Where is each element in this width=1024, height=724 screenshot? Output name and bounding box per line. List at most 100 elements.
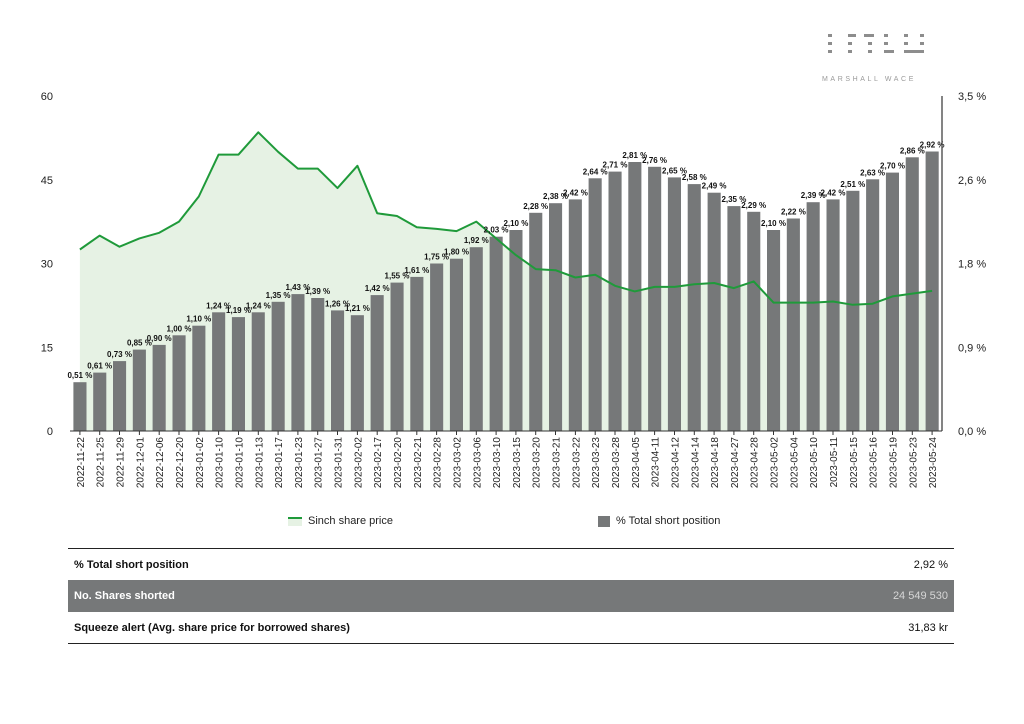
bar-value-label: 2,51 % <box>840 180 865 189</box>
summary-value: 24 549 530 <box>892 590 948 602</box>
right-axis-tick-label: 1,8 % <box>958 259 986 271</box>
bar-value-label: 2,76 % <box>642 156 667 165</box>
bar <box>747 211 761 431</box>
bar-value-label: 1,10 % <box>186 315 211 324</box>
bar-value-label: 2,35 % <box>721 195 746 204</box>
left-axis-tick-label: 60 <box>41 91 53 103</box>
bar <box>152 344 166 431</box>
bar <box>113 361 127 431</box>
bar <box>192 325 206 431</box>
bar-value-label: 1,00 % <box>167 324 192 333</box>
bar-value-label: 2,10 % <box>503 219 528 228</box>
axes-layer: 0 15 30 45 60 0,0 % 0,9 % 1,8 % 2,6 % 3,5 % 2022-1… <box>41 91 987 488</box>
summary-label: Squeeze alert (Avg. share price for borr… <box>74 621 350 634</box>
bar-value-label: 2,42 % <box>563 188 588 197</box>
bar-value-label: 2,65 % <box>662 166 687 175</box>
bar-value-label: 2,03 % <box>484 226 509 235</box>
left-axis-tick-label: 0 <box>47 426 53 438</box>
bar-value-label: 2,81 % <box>622 151 647 160</box>
legend-label-share-price: Sinch share price <box>308 515 393 527</box>
right-axis-tick-label: 0,9 % <box>958 342 986 354</box>
x-axis-tick-label: 2023-05-19 <box>889 437 900 489</box>
bar-value-label: 1,39 % <box>305 287 330 296</box>
x-axis-tick-label: 2023-05-23 <box>908 437 919 489</box>
bar-value-label: 1,21 % <box>345 304 370 313</box>
x-axis-tick-label: 2023-03-21 <box>552 437 563 489</box>
bar-value-label: 1,19 % <box>226 306 251 315</box>
bar-value-label: 2,29 % <box>741 201 766 210</box>
bar-value-label: 2,10 % <box>761 219 786 228</box>
x-axis-tick-label: 2023-03-28 <box>611 437 622 489</box>
bar <box>172 335 186 431</box>
bar-value-label: 1,75 % <box>424 253 449 262</box>
bar-label-layer: 0,51 %0,61 % 0,73 % 0,85 %0,90 %1,00 %1,10… <box>67 141 944 381</box>
bar <box>866 179 880 431</box>
legend-label-short-position: % Total short position <box>616 515 721 527</box>
x-axis-tick-label: 2023-05-02 <box>770 437 781 489</box>
legend-item-short-position: % Total short position <box>598 515 720 527</box>
x-axis-tick-label: 2023-01-27 <box>314 437 325 489</box>
x-axis-tick-label: 2023-05-16 <box>869 437 880 489</box>
summary-row-shares-shorted: No. Shares shorted 24 549 530 <box>68 580 954 612</box>
bar <box>549 203 563 431</box>
bar <box>846 190 860 431</box>
bar-value-label: 0,51 % <box>67 371 92 380</box>
bar-value-label: 1,43 % <box>285 283 310 292</box>
bar-value-label: 2,58 % <box>682 173 707 182</box>
bar-value-label: 2,71 % <box>603 161 628 170</box>
x-axis-tick-label: 2023-04-28 <box>750 437 761 489</box>
bar-value-label: 2,39 % <box>801 191 826 200</box>
bar <box>212 312 226 431</box>
bar <box>509 230 523 431</box>
summary-label: No. Shares shorted <box>74 590 175 602</box>
summary-label: % Total short position <box>74 558 189 571</box>
left-axis-tick-label: 15 <box>41 342 53 354</box>
x-axis-tick-label: 2023-02-02 <box>353 437 364 489</box>
legend-swatch-bar <box>598 515 610 527</box>
summary-value: 31,83 kr <box>908 621 948 634</box>
summary-value: 2,92 % <box>913 558 948 571</box>
bar <box>132 349 146 431</box>
summary-table: % Total short position 2,92 % No. Shares… <box>68 548 954 644</box>
bar-value-label: 1,24 % <box>246 301 271 310</box>
x-axis-tick-label: 2023-05-04 <box>789 437 800 489</box>
bar <box>469 247 483 431</box>
bar <box>529 212 543 431</box>
legend-swatch-line <box>288 516 302 526</box>
bar <box>271 301 285 431</box>
bar <box>707 192 721 431</box>
bar-value-label: 1,35 % <box>266 291 291 300</box>
legend-item-share-price: Sinch share price <box>288 515 393 527</box>
bar <box>767 230 781 431</box>
x-axis-tick-label: 2023-02-20 <box>393 437 404 489</box>
x-axis-tick-label: 2022-12-20 <box>175 437 186 489</box>
brand-logo: MARSHALL WACE <box>822 34 926 84</box>
right-axis-tick-label: 0,0 % <box>958 426 986 438</box>
left-axis-tick-label: 45 <box>41 175 53 187</box>
bar <box>648 166 662 432</box>
bar <box>489 236 503 431</box>
x-axis-tick-label: 2022-11-22 <box>76 437 87 488</box>
x-axis-tick-label: 2023-03-02 <box>453 437 464 489</box>
x-axis-tick-label: 2022-12-01 <box>135 437 146 489</box>
summary-row-short-position: % Total short position 2,92 % <box>68 548 954 580</box>
x-axis-tick-label: 2022-11-29 <box>116 437 127 488</box>
bar-value-label: 1,61 % <box>404 266 429 275</box>
bar-value-label: 2,42 % <box>821 188 846 197</box>
x-axis-tick-label: 2023-04-11 <box>651 437 662 488</box>
x-axis-tick-label: 2023-01-23 <box>294 437 305 489</box>
bar-value-label: 2,49 % <box>702 182 727 191</box>
bar <box>331 310 345 431</box>
x-axis-tick-label: 2023-04-05 <box>631 437 642 489</box>
bar-value-label: 2,64 % <box>583 167 608 176</box>
x-axis-tick-label: 2022-12-06 <box>155 437 166 489</box>
bar-value-label: 0,90 % <box>147 334 172 343</box>
x-axis-tick-label: 2023-03-23 <box>591 437 602 489</box>
bar <box>806 202 820 431</box>
x-axis-tick-label: 2023-03-20 <box>532 437 543 489</box>
x-axis-tick-label: 2023-05-11 <box>829 437 840 488</box>
x-axis-tick-label: 2023-01-10 <box>235 437 246 489</box>
bar-value-label: 1,42 % <box>365 284 390 293</box>
bar <box>430 263 444 431</box>
x-axis-tick-label: 2023-02-28 <box>433 437 444 489</box>
